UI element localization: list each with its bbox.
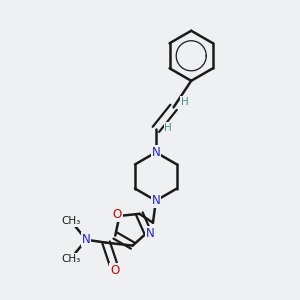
Text: H: H: [164, 123, 172, 133]
Text: H: H: [181, 97, 189, 107]
Text: O: O: [110, 263, 120, 277]
Text: CH₃: CH₃: [62, 254, 81, 264]
Text: N: N: [146, 226, 154, 240]
Text: N: N: [152, 194, 160, 207]
Text: CH₃: CH₃: [62, 216, 81, 226]
Text: N: N: [82, 233, 91, 246]
Text: O: O: [112, 208, 122, 221]
Text: N: N: [152, 146, 160, 159]
